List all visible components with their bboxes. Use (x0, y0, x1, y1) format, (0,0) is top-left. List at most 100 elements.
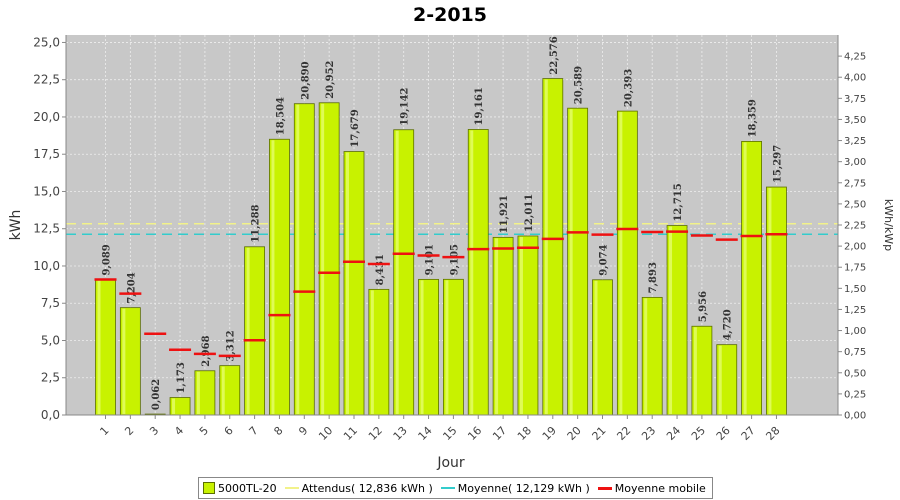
x-tick-label: 9 (296, 424, 310, 438)
bar-highlight (370, 290, 374, 414)
y-right-tick-label: 2,00 (844, 242, 866, 253)
legend-item-moving-average: Moyenne mobile (597, 482, 706, 495)
bar-value-label: 5,956 (698, 291, 709, 322)
bar-highlight (495, 238, 499, 414)
x-tick-label: 2 (122, 424, 136, 438)
x-tick-label: 12 (366, 424, 385, 443)
y-right-tick-label: 3,50 (844, 115, 866, 126)
bar-highlight (619, 112, 623, 415)
bar-value-label: 20,589 (574, 66, 585, 104)
legend-item-production: 5000TL-20 (203, 482, 277, 495)
bar-value-label: 12,011 (524, 194, 535, 232)
y-right-tick-label: 0,75 (844, 347, 866, 358)
bar-value-label: 11,921 (499, 195, 510, 233)
x-axis-ticks: 1 2 3 4 5 6 7 8 9 10 11 12 13 14 15 16 17 18 19 20 21 22 23 24 2… (97, 415, 783, 443)
bar-highlight (693, 327, 697, 414)
bar-highlight (445, 280, 449, 414)
bar-value-label: 7,204 (126, 272, 137, 303)
y-tick-label: 7,5 (41, 296, 60, 310)
bar-value-label: 8,431 (375, 254, 386, 285)
y-right-tick-label: 2,25 (844, 221, 866, 232)
bar-value-label: 15,297 (772, 145, 783, 183)
x-tick-label: 20 (565, 424, 584, 443)
y-tick-label: 22,5 (33, 73, 60, 87)
chart-title: 2-2015 (413, 4, 487, 26)
legend-item-expected: Attendus( 12,836 kWh ) (284, 481, 433, 495)
bar-highlight (346, 152, 349, 415)
x-tick-label: 14 (416, 424, 435, 443)
bar-highlight (669, 226, 673, 414)
legend-swatch-expected-icon (284, 487, 299, 489)
y-tick-label: 15,0 (33, 184, 60, 198)
y-tick-label: 5,0 (41, 333, 60, 347)
bar-highlight (246, 247, 250, 414)
bar-highlight (743, 142, 747, 414)
x-tick-label: 8 (271, 424, 285, 438)
moving-average-markers (94, 227, 788, 358)
legend-swatch-moving-average-icon (597, 486, 612, 490)
x-tick-label: 6 (222, 424, 236, 438)
x-tick-label: 7 (247, 424, 261, 438)
y-tick-label: 2,5 (41, 371, 60, 385)
bar-highlight (97, 280, 101, 414)
bar-highlight (768, 188, 772, 414)
bar-highlight (718, 345, 722, 414)
y-right-tick-label: 1,00 (844, 326, 866, 337)
legend-label-expected: Attendus( 12,836 kWh ) (301, 481, 433, 495)
legend-swatch-average-icon (440, 487, 455, 489)
y-tick-label: 25,0 (33, 35, 60, 49)
bar-value-label: 9,089 (102, 244, 113, 275)
x-tick-label: 3 (147, 424, 161, 438)
bar-value-label: 19,142 (400, 87, 411, 125)
x-tick-label: 25 (689, 424, 708, 443)
y-right-tick-label: 3,25 (844, 136, 866, 147)
bar-value-label: 9,105 (449, 244, 460, 275)
bar-value-label: 3,312 (226, 330, 237, 361)
x-tick-label: 24 (664, 424, 683, 443)
y-axis-label: kWh (8, 210, 24, 241)
y-right-tick-label: 1,25 (844, 305, 866, 316)
bar-value-label: 7,893 (648, 262, 659, 293)
legend-label-average: Moyenne( 12,129 kWh ) (457, 481, 590, 495)
x-tick-label: 22 (614, 424, 633, 443)
bar-highlight (196, 371, 200, 414)
y-tick-label: 0,0 (41, 408, 60, 422)
bar-value-label: 9,074 (599, 244, 610, 275)
bar-value-label: 18,359 (748, 99, 759, 137)
bar-value-label: 12,715 (673, 183, 684, 221)
bar-value-label: 20,890 (300, 61, 311, 99)
bar-highlight (470, 130, 474, 414)
y-right-tick-label: 1,50 (844, 284, 866, 295)
legend-swatch-bar-icon (203, 482, 215, 494)
y-tick-label: 12,5 (33, 222, 60, 236)
x-tick-label: 15 (440, 424, 459, 443)
legend: 5000TL-20 Attendus( 12,836 kWh ) Moyenne… (198, 477, 713, 499)
bar-value-label: 0,062 (151, 379, 162, 410)
x-tick-label: 27 (739, 424, 758, 443)
bar-value-label: 9,101 (425, 244, 436, 275)
x-tick-label: 28 (763, 424, 782, 443)
y-right-tick-label: 4,25 (844, 52, 866, 63)
bar-value-label: 17,679 (350, 109, 361, 147)
bar-value-label: 11,288 (251, 204, 262, 242)
bar-highlight (172, 398, 176, 414)
bar-value-label: 2,968 (201, 335, 212, 366)
y-tick-label: 20,0 (33, 110, 60, 124)
y-tick-label: 17,5 (33, 147, 60, 161)
x-tick-label: 13 (391, 424, 410, 443)
y-axis-right-ticks: 0,00 0,25 0,50 0,75 1,00 1,25 1,50 1,75 2,00 2,25… (838, 52, 866, 422)
bar-value-label: 18,504 (275, 97, 286, 135)
bar-value-label: 22,576 (549, 36, 560, 74)
x-tick-label: 21 (590, 424, 609, 443)
y-right-tick-label: 2,50 (844, 199, 866, 210)
y-axis-right-label: kWh/kWp (882, 199, 895, 251)
x-tick-label: 19 (540, 424, 559, 443)
bar-highlight (544, 79, 548, 414)
bar-value-label: 4,720 (723, 309, 734, 340)
y-right-tick-label: 3,00 (844, 157, 866, 168)
legend-item-average: Moyenne( 12,129 kWh ) (440, 481, 590, 495)
x-tick-label: 5 (197, 424, 211, 438)
bar-highlight (519, 237, 523, 414)
x-tick-label: 17 (490, 424, 509, 443)
